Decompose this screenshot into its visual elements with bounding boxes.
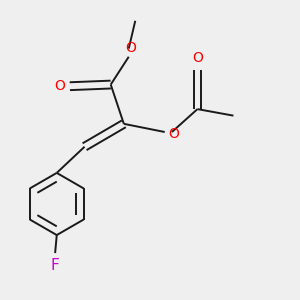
Text: F: F (51, 258, 59, 273)
Text: O: O (125, 41, 136, 55)
Text: O: O (169, 127, 179, 141)
Text: O: O (192, 51, 203, 65)
Text: O: O (54, 79, 65, 93)
